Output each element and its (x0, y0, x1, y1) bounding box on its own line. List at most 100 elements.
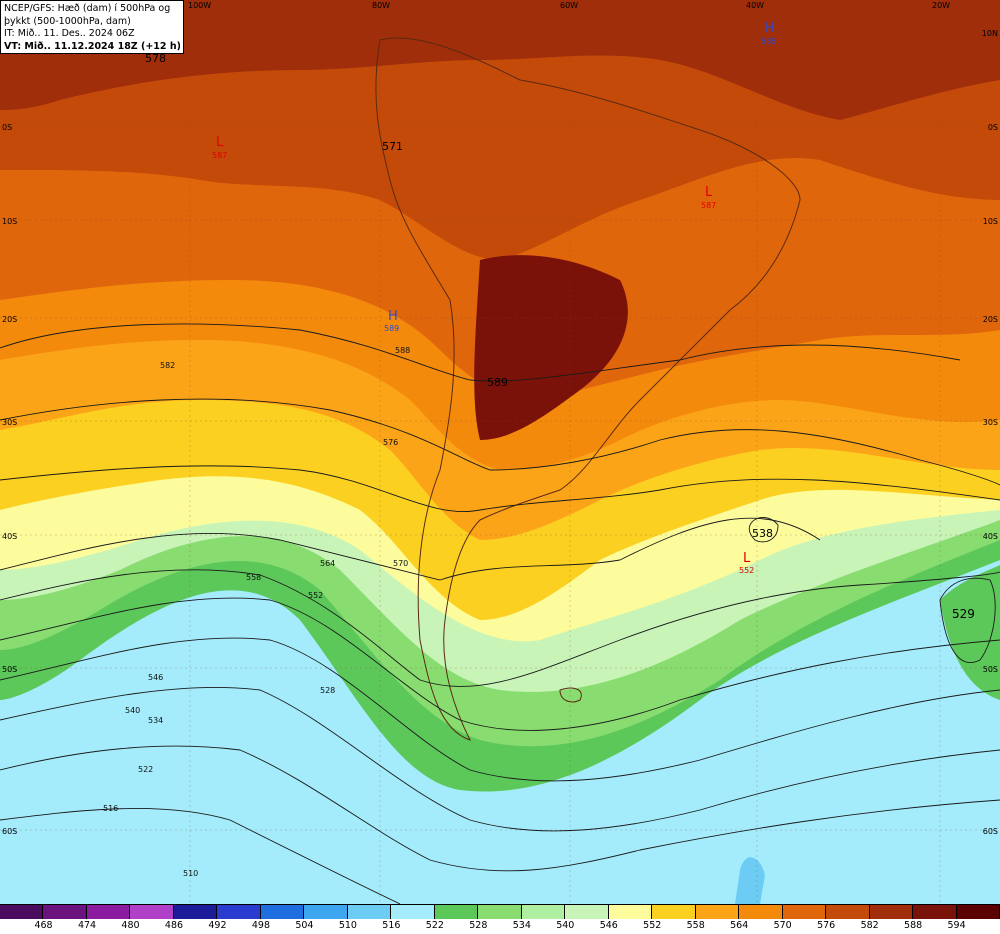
colorbar: 468 474 480 486 492 498 504 510 516 522 528 534 540 5… (0, 904, 1000, 934)
height-contours (0, 323, 1000, 904)
high-pressure-marker: H (388, 309, 398, 324)
pressure-centers: H 585 L 587 L 587 H 589 L 552 (212, 21, 776, 575)
colorbar-swatch (739, 905, 783, 919)
contour-label-group: 588 582 576 570 564 558 552 546 540 534 … (103, 346, 410, 878)
lat-label: 20S (983, 315, 998, 324)
lat-label: 30S (2, 418, 17, 427)
low-pressure-marker: L (216, 135, 224, 150)
lat-label: 10N (982, 29, 998, 38)
lat-label: 40S (983, 532, 998, 541)
colorbar-tick-label: 522 (425, 920, 444, 931)
colorbar-swatch (347, 905, 392, 919)
contour-label: 516 (103, 804, 118, 813)
colorbar-tick-label: 552 (643, 920, 662, 931)
lat-label: 20S (2, 315, 17, 324)
contour-label: 552 (308, 591, 323, 600)
colorbar-ticks: 468 474 480 486 492 498 504 510 516 522 528 534 540 5… (0, 919, 1000, 934)
colorbar-tick-label: 594 (947, 920, 966, 931)
lat-label: 50S (2, 665, 17, 674)
colorbar-tick-label: 474 (77, 920, 97, 931)
colorbar-swatch (782, 905, 827, 919)
lon-label: 20W (932, 1, 950, 10)
colorbar-swatch (86, 905, 131, 919)
valid-time: VT: Mið.. 11.12.2024 18Z (+12 h) (4, 40, 180, 52)
contour-label: 558 (246, 573, 261, 582)
lat-label: 40S (2, 532, 17, 541)
colorbar-swatch (695, 905, 740, 919)
colorbar-swatch (391, 905, 435, 919)
pressure-value: 552 (739, 566, 754, 575)
contour-label: 546 (148, 673, 163, 682)
colorbar-swatch (304, 905, 348, 919)
contour-label: 588 (395, 346, 410, 355)
contour-label: 534 (148, 716, 163, 725)
colorbar-tick-label: 576 (817, 920, 836, 931)
lat-label: 10S (983, 217, 998, 226)
lat-label: 0S (988, 123, 998, 132)
lat-label: 60S (983, 827, 998, 836)
initial-time: IT: Mið.. 11. Des.. 2024 06Z (4, 28, 135, 39)
low-pressure-marker: L (705, 185, 713, 200)
height-label: 589 (487, 376, 508, 389)
pressure-value: 589 (384, 324, 399, 333)
model-title: NCEP/GFS: Hæð (dam) í 500hPa og (4, 3, 171, 14)
height-labels: 571 589 538 529 578 (145, 52, 975, 621)
lon-label: 100W (188, 1, 211, 10)
thickness-shading (0, 0, 1000, 904)
colorbar-swatch (173, 905, 218, 919)
colorbar-swatch (521, 905, 566, 919)
contour-label: 582 (160, 361, 175, 370)
lat-label: 60S (2, 827, 17, 836)
coastlines (375, 37, 801, 741)
colorbar-tick-label: 468 (34, 920, 53, 931)
colorbar-tick-label: 540 (556, 920, 575, 931)
colorbar-swatch (0, 905, 44, 919)
low-pressure-marker: L (743, 551, 751, 566)
lon-label: 40W (746, 1, 764, 10)
contour-label: 576 (383, 438, 398, 447)
colorbar-swatch (217, 905, 261, 919)
height-label: 538 (752, 527, 773, 540)
lat-label: 0S (2, 123, 12, 132)
weather-map: 588 582 576 570 564 558 552 546 540 534 … (0, 0, 1000, 904)
colorbar-tick-label: 510 (338, 920, 357, 931)
colorbar-swatches (0, 904, 1000, 919)
contour-label: 564 (320, 559, 335, 568)
contour-label: 522 (138, 765, 153, 774)
colorbar-swatch (260, 905, 305, 919)
colorbar-swatch (826, 905, 870, 919)
model-subtitle: þykkt (500-1000hPa, dam) (4, 15, 131, 27)
colorbar-swatch (913, 905, 957, 919)
pressure-value: 585 (761, 37, 776, 46)
pressure-value: 587 (701, 201, 716, 210)
colorbar-swatch (869, 905, 914, 919)
colorbar-tick-label: 564 (730, 920, 749, 931)
contour-label: 510 (183, 869, 198, 878)
colorbar-tick-label: 528 (469, 920, 488, 931)
colorbar-tick-label: 480 (121, 920, 140, 931)
colorbar-tick-label: 582 (860, 920, 879, 931)
colorbar-tick-label: 588 (904, 920, 923, 931)
longitude-labels: 100W 80W 60W 40W 20W (188, 1, 950, 10)
colorbar-tick-label: 504 (295, 920, 314, 931)
colorbar-tick-label: 498 (251, 920, 270, 931)
colorbar-swatch (956, 905, 1000, 919)
height-label: 529 (952, 607, 975, 621)
height-label: 578 (145, 52, 166, 65)
lon-label: 60W (560, 1, 578, 10)
lon-label: 80W (372, 1, 390, 10)
colorbar-tick-label: 492 (208, 920, 227, 931)
colorbar-swatch (434, 905, 479, 919)
height-label: 571 (382, 140, 403, 153)
contour-label: 528 (320, 686, 335, 695)
colorbar-tick-label: 534 (512, 920, 531, 931)
colorbar-tick-label: 546 (599, 920, 618, 931)
colorbar-tick-label: 516 (382, 920, 401, 931)
latitude-labels-right: 10N 0S 10S 20S 30S 40S 50S 60S (982, 29, 998, 836)
colorbar-swatch (565, 905, 609, 919)
contour-label: 570 (393, 559, 408, 568)
model-info-box: NCEP/GFS: Hæð (dam) í 500hPa og þykkt (5… (0, 0, 184, 54)
lat-label: 50S (983, 665, 998, 674)
lat-label: 30S (983, 418, 998, 427)
colorbar-tick-label: 558 (686, 920, 705, 931)
